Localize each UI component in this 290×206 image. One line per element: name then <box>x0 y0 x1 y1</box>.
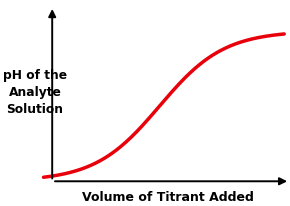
Text: Volume of Titrant Added: Volume of Titrant Added <box>82 191 254 204</box>
Text: pH of the
Analyte
Solution: pH of the Analyte Solution <box>3 69 67 116</box>
